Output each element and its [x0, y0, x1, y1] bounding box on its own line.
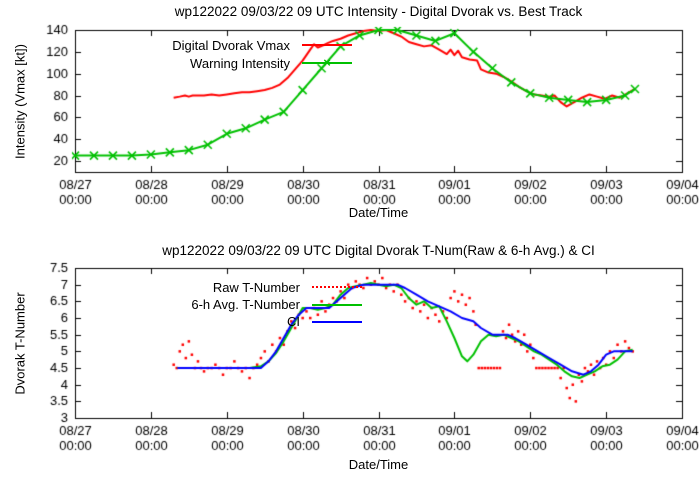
tnumber-chart-title: wp122022 09/03/22 09 UTC Digital Dvorak … — [162, 243, 595, 258]
legend-row-raw-tnumber: Raw T-Number — [105, 279, 362, 296]
raw-dots-sample — [312, 281, 362, 295]
red-dots-swatch — [312, 285, 362, 288]
intensity-y-axis-label: Intensity (Vmax [kt]) — [12, 44, 28, 159]
green-line-sample — [312, 298, 362, 312]
blue-line-sample — [312, 315, 362, 329]
intensity-chart-legend: Digital Dvorak Vmax Warning Intensity × — [105, 36, 352, 72]
tnumber-chart-legend: Raw T-Number 6-h Avg. T-Number CI — [105, 279, 362, 330]
legend-row-ci: CI — [105, 313, 362, 330]
green-line-x-sample: × — [302, 56, 352, 70]
legend-label-dvorak-vmax: Digital Dvorak Vmax — [172, 37, 290, 53]
legend-row-dvorak-vmax: Digital Dvorak Vmax — [105, 36, 352, 54]
tnumber-y-axis-label: Dvorak T-Number — [12, 292, 28, 395]
legend-label-ci: CI — [287, 314, 300, 329]
x-marker-icon: × — [323, 54, 331, 70]
legend-label-warning-intensity: Warning Intensity — [190, 55, 290, 71]
red-line-sample — [302, 38, 352, 52]
intensity-chart-title: wp122022 09/03/22 09 UTC Intensity - Dig… — [174, 4, 583, 19]
red-line-swatch — [302, 44, 352, 46]
legend-row-avg-tnumber: 6-h Avg. T-Number — [105, 296, 362, 313]
legend-row-warning-intensity: Warning Intensity × — [105, 54, 352, 72]
legend-label-avg-tnumber: 6-h Avg. T-Number — [191, 297, 300, 312]
tnumber-x-axis-label: Date/Time — [348, 457, 409, 472]
legend-label-raw-tnumber: Raw T-Number — [212, 280, 300, 295]
green-line-swatch — [302, 62, 352, 64]
green-line-swatch — [312, 303, 362, 306]
intensity-x-axis-label: Date/Time — [348, 205, 409, 220]
blue-line-swatch — [312, 320, 362, 323]
